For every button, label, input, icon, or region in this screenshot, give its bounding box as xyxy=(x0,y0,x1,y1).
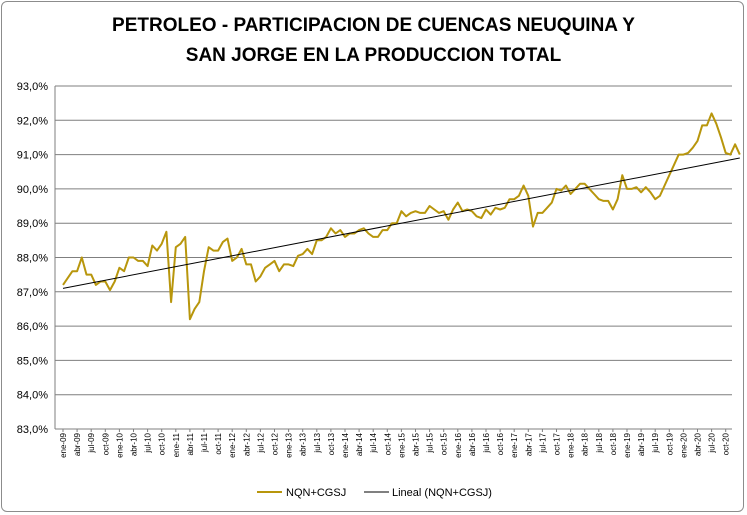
gridlines xyxy=(55,85,732,430)
x-tick-label: abr-12 xyxy=(242,432,251,456)
x-tick-label: ene-19 xyxy=(623,432,632,457)
y-tick-label: 90,0% xyxy=(17,184,48,196)
y-tick-labels: 83,0% 84,0% 85,0% 86,0% 87,0% 88,0% 89,0% 90,0%… xyxy=(17,81,48,436)
x-tick-label: ene-17 xyxy=(510,432,519,457)
x-tick-label: jul-17 xyxy=(538,432,547,453)
x-tick-label: oct-16 xyxy=(496,432,505,455)
y-tick-label: 87,0% xyxy=(17,287,48,299)
x-tick-label: ene-09 xyxy=(59,432,68,457)
x-tick-label: jul-11 xyxy=(200,432,209,453)
x-tick-label: oct-11 xyxy=(214,432,223,454)
x-tick-label: oct-17 xyxy=(553,432,562,455)
y-tick-label: 86,0% xyxy=(17,321,48,333)
x-tick-label: ene-15 xyxy=(397,432,406,457)
x-tick-label: abr-14 xyxy=(355,432,364,456)
x-tick-label: oct-12 xyxy=(271,432,280,455)
x-tick-label: ene-18 xyxy=(567,432,576,457)
axes xyxy=(54,86,732,432)
x-tick-label: jul-12 xyxy=(256,432,265,453)
x-tick-label: jul-13 xyxy=(313,432,322,453)
x-tick-label: oct-15 xyxy=(440,432,449,455)
y-tick-label: 85,0% xyxy=(17,355,48,367)
x-tick-label: abr-19 xyxy=(637,432,646,456)
x-tick-label: oct-14 xyxy=(383,432,392,455)
x-tick-label: abr-20 xyxy=(694,432,703,456)
x-tick-label: jul-20 xyxy=(708,432,717,453)
x-tick-label: jul-09 xyxy=(87,432,96,453)
chart-title-line-1: PETROLEO - PARTICIPACION DE CUENCAS NEUQ… xyxy=(112,15,635,36)
x-tick-label: ene-14 xyxy=(341,432,350,457)
legend-label-nqn-cgsj: NQN+CGSJ xyxy=(286,487,346,499)
x-tick-label: jul-10 xyxy=(144,432,153,453)
y-tick-label: 91,0% xyxy=(17,150,48,162)
x-tick-label: ene-12 xyxy=(228,432,237,457)
x-tick-label: abr-18 xyxy=(581,432,590,456)
legend-label-linear-trend: Lineal (NQN+CGSJ) xyxy=(392,487,492,499)
x-tick-label: ene-13 xyxy=(285,432,294,457)
y-tick-label: 84,0% xyxy=(17,390,48,402)
trend-line-linear xyxy=(62,157,740,289)
x-tick-label: abr-16 xyxy=(468,432,477,456)
y-tick-label: 88,0% xyxy=(17,253,48,265)
x-tick-label: abr-09 xyxy=(73,432,82,456)
y-tick-label: 93,0% xyxy=(17,81,48,93)
x-tick-label: oct-09 xyxy=(101,432,110,455)
x-tick-label: ene-10 xyxy=(115,432,124,457)
x-tick-label: jul-15 xyxy=(426,432,435,453)
x-tick-label: abr-15 xyxy=(412,432,421,456)
x-tick-label: oct-10 xyxy=(158,432,167,455)
series xyxy=(62,112,741,321)
x-tick-label: abr-11 xyxy=(186,432,195,455)
x-tick-label: abr-10 xyxy=(130,432,139,456)
y-tick-label: 92,0% xyxy=(17,115,48,127)
y-tick-label: 83,0% xyxy=(17,424,48,436)
x-tick-label: jul-19 xyxy=(651,432,660,453)
x-tick-label: oct-13 xyxy=(327,432,336,455)
x-tick-label: abr-17 xyxy=(524,432,533,456)
legend: NQN+CGSJ Lineal (NQN+CGSJ) xyxy=(257,487,492,499)
x-tick-label: oct-19 xyxy=(665,432,674,455)
x-tick-label: ene-16 xyxy=(454,432,463,457)
x-tick-label: jul-18 xyxy=(595,432,604,453)
x-tick-label: abr-13 xyxy=(299,432,308,456)
x-tick-label: jul-16 xyxy=(482,432,491,453)
x-tick-label: jul-14 xyxy=(369,432,378,453)
x-tick-label: ene-11 xyxy=(172,432,181,457)
y-tick-label: 89,0% xyxy=(17,218,48,230)
chart-title-line-2: SAN JORGE EN LA PRODUCCION TOTAL xyxy=(185,45,562,66)
x-tick-label: oct-20 xyxy=(722,432,731,455)
x-tick-label: oct-18 xyxy=(609,432,618,455)
x-tick-label: ene-20 xyxy=(679,432,688,457)
x-tick-labels: ene-09 abr-09 jul-09 oct-09 ene-10 abr-10 jul-… xyxy=(59,432,731,457)
series-line-nqn-cgsj xyxy=(62,112,741,321)
